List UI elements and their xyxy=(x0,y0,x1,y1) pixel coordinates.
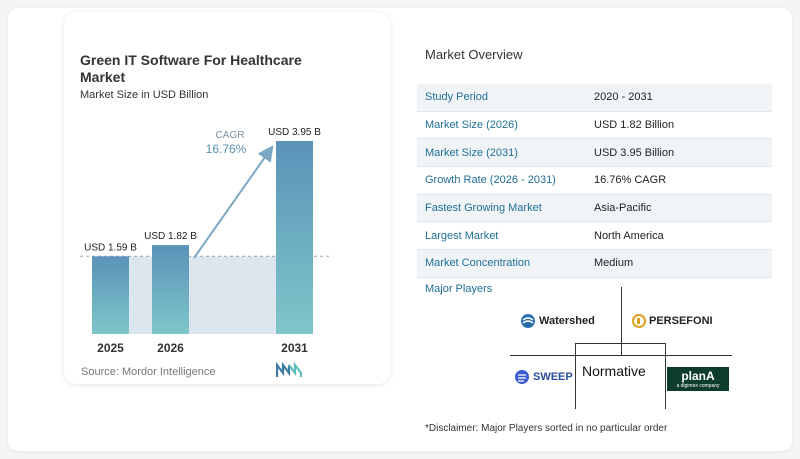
overview-row: Largest Market North America xyxy=(417,222,772,251)
persefoni-icon xyxy=(632,314,646,328)
overview-row: Market Concentration Medium xyxy=(417,250,772,278)
mordor-logo-icon xyxy=(276,362,302,377)
category-label: 2026 xyxy=(157,341,184,355)
category-label: 2031 xyxy=(281,341,308,355)
row-label: Market Concentration xyxy=(425,257,531,270)
plana-name: planA xyxy=(681,369,715,383)
grid-divider xyxy=(621,287,622,355)
overview-table: Study Period 2020 - 2031 Market Size (202… xyxy=(417,84,772,278)
players-title: Major Players xyxy=(425,283,493,295)
normative-logo: Normative xyxy=(582,363,646,379)
disclaimer: *Disclaimer: Major Players sorted in no … xyxy=(425,423,668,434)
overview-row: Growth Rate (2026 - 2031) 16.76% CAGR xyxy=(417,167,772,195)
normative-name: Normative xyxy=(582,363,646,379)
bar xyxy=(152,245,189,334)
bar-value-label: USD 1.59 B xyxy=(84,242,137,253)
sweep-name: SWEEP xyxy=(533,371,573,383)
row-label: Growth Rate (2026 - 2031) xyxy=(425,174,556,187)
bar xyxy=(92,256,129,334)
grid-divider xyxy=(510,355,732,356)
overview-row: Market Size (2026) USD 1.82 Billion xyxy=(417,112,772,140)
chart-title: Green IT Software For Healthcare Market xyxy=(80,52,302,85)
watershed-icon xyxy=(521,314,535,328)
row-value: Medium xyxy=(594,257,634,270)
plana-logo: planA a digimex company xyxy=(667,367,729,391)
row-value: Asia-Pacific xyxy=(594,202,652,215)
row-label: Largest Market xyxy=(425,229,499,242)
row-value: USD 3.95 Billion xyxy=(594,146,675,159)
sweep-icon xyxy=(515,370,529,384)
row-label: Market Size (2031) xyxy=(425,146,518,159)
row-value: 16.76% CAGR xyxy=(594,174,667,187)
grid-divider xyxy=(575,343,576,409)
row-value: USD 1.82 Billion xyxy=(594,119,675,132)
overview-row: Study Period 2020 - 2031 xyxy=(417,84,772,112)
chart-subtitle: Market Size in USD Billion xyxy=(80,89,209,101)
row-label: Study Period xyxy=(425,91,488,104)
bar xyxy=(276,141,313,334)
overview-title: Market Overview xyxy=(425,47,523,62)
row-label: Market Size (2026) xyxy=(425,119,518,132)
row-value: North America xyxy=(594,229,664,242)
plana-tagline: a digimex company xyxy=(676,383,720,389)
grid-divider xyxy=(575,343,665,344)
row-label: Fastest Growing Market xyxy=(425,202,542,215)
bar-value-label: USD 3.95 B xyxy=(268,127,321,138)
row-value: 2020 - 2031 xyxy=(594,91,653,104)
players-grid: Watershed PERSEFONI SWEEP Normative plan… xyxy=(510,287,732,409)
category-label: 2025 xyxy=(97,341,124,355)
sweep-logo: SWEEP xyxy=(514,369,573,385)
watershed-name: Watershed xyxy=(539,315,595,327)
bar-value-label: USD 1.82 B xyxy=(144,231,197,242)
grid-divider xyxy=(665,343,666,409)
cagr-value: 16.76% xyxy=(206,142,247,156)
cagr-label: CAGR xyxy=(216,130,245,141)
watershed-logo: Watershed xyxy=(520,313,595,329)
source-label: Source: Mordor Intelligence xyxy=(81,366,216,378)
overview-row: Market Size (2031) USD 3.95 Billion xyxy=(417,139,772,168)
cagr-arrow xyxy=(193,145,274,259)
overview-row: Fastest Growing Market Asia-Pacific xyxy=(417,194,772,223)
persefoni-name: PERSEFONI xyxy=(649,315,713,327)
persefoni-logo: PERSEFONI xyxy=(632,314,713,328)
